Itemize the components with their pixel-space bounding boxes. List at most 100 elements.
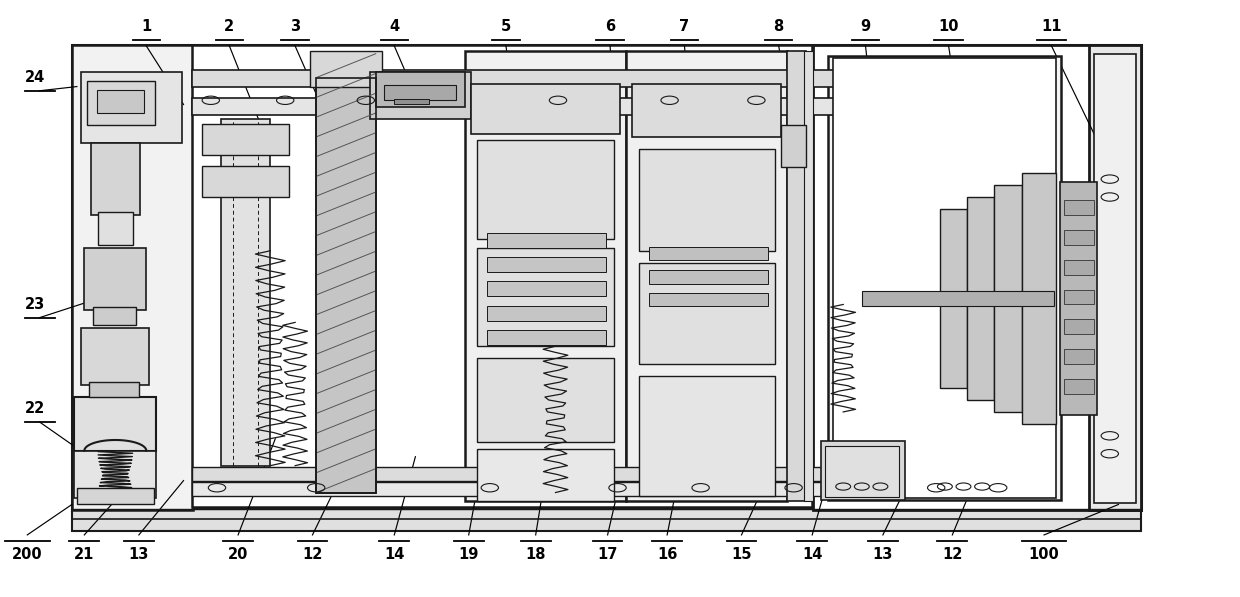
Bar: [74, 451, 156, 498]
Bar: [316, 78, 376, 493]
Text: 10: 10: [939, 19, 959, 35]
Bar: [376, 72, 465, 107]
Bar: [192, 482, 880, 496]
Bar: [471, 84, 620, 134]
Text: 6: 6: [605, 19, 615, 35]
Bar: [384, 85, 456, 100]
Text: 2: 2: [224, 19, 234, 35]
Text: 23: 23: [25, 297, 45, 312]
Bar: [1064, 319, 1094, 334]
Bar: [221, 119, 270, 466]
Bar: [487, 306, 606, 321]
Text: 13: 13: [129, 546, 149, 562]
Text: 17: 17: [598, 546, 618, 562]
Bar: [1022, 173, 1056, 424]
Bar: [1060, 182, 1097, 415]
Bar: [833, 58, 1056, 498]
Text: 5: 5: [501, 19, 511, 35]
Bar: [72, 45, 193, 510]
Bar: [192, 467, 880, 481]
Bar: [967, 197, 994, 400]
Bar: [821, 441, 905, 500]
Text: 8: 8: [774, 19, 784, 35]
Text: 12: 12: [942, 546, 962, 562]
Bar: [787, 51, 806, 501]
Bar: [781, 125, 806, 167]
Bar: [626, 51, 787, 501]
Bar: [192, 98, 880, 115]
Bar: [639, 263, 775, 364]
Bar: [202, 166, 289, 197]
Bar: [316, 78, 376, 493]
Bar: [1064, 379, 1094, 394]
Bar: [310, 51, 382, 87]
Text: 11: 11: [1042, 19, 1061, 35]
Bar: [639, 149, 775, 251]
Bar: [994, 185, 1022, 412]
Text: 24: 24: [25, 70, 45, 85]
Text: 4: 4: [389, 19, 399, 35]
Bar: [487, 257, 606, 272]
Bar: [1064, 200, 1094, 215]
Bar: [465, 51, 626, 501]
Text: 12: 12: [303, 546, 322, 562]
Bar: [487, 233, 606, 248]
Bar: [202, 124, 289, 155]
Text: 21: 21: [74, 546, 94, 562]
Bar: [370, 72, 471, 119]
Bar: [487, 281, 606, 296]
Bar: [828, 56, 1061, 500]
Bar: [97, 90, 144, 113]
Bar: [804, 51, 813, 501]
Bar: [940, 209, 967, 388]
Text: 15: 15: [732, 546, 751, 562]
Bar: [825, 446, 899, 497]
Text: 100: 100: [1029, 546, 1059, 562]
Text: 20: 20: [228, 546, 248, 562]
Text: 1: 1: [141, 19, 151, 35]
Bar: [649, 247, 768, 260]
Text: 13: 13: [873, 546, 893, 562]
Bar: [72, 45, 1141, 510]
Bar: [192, 70, 880, 87]
Bar: [98, 212, 133, 245]
Text: 3: 3: [290, 19, 300, 35]
Bar: [93, 307, 136, 325]
Text: 9: 9: [861, 19, 870, 35]
Bar: [649, 270, 768, 284]
Bar: [1064, 260, 1094, 275]
Text: 19: 19: [459, 546, 479, 562]
Text: 22: 22: [25, 401, 45, 417]
Bar: [862, 291, 1054, 306]
Text: 16: 16: [657, 546, 677, 562]
Bar: [81, 72, 182, 143]
Text: 18: 18: [526, 546, 546, 562]
Bar: [477, 248, 614, 346]
Bar: [477, 140, 614, 239]
Bar: [72, 509, 1141, 531]
Bar: [632, 84, 781, 137]
Text: 7: 7: [680, 19, 689, 35]
Bar: [192, 45, 812, 507]
Bar: [1064, 230, 1094, 245]
Bar: [84, 248, 146, 310]
Bar: [639, 376, 775, 496]
Bar: [1094, 54, 1136, 503]
Bar: [91, 143, 140, 215]
Bar: [477, 449, 614, 501]
Bar: [649, 293, 768, 306]
Text: 14: 14: [384, 546, 404, 562]
Text: 14: 14: [802, 546, 822, 562]
Bar: [1064, 290, 1094, 304]
Bar: [87, 81, 155, 125]
Bar: [1089, 45, 1141, 510]
Bar: [487, 330, 606, 345]
Bar: [74, 397, 156, 451]
Bar: [813, 45, 1141, 510]
Bar: [477, 358, 614, 442]
Bar: [89, 382, 139, 397]
Bar: [81, 328, 149, 385]
Text: 200: 200: [12, 546, 42, 562]
Bar: [77, 488, 154, 504]
Bar: [1064, 349, 1094, 364]
